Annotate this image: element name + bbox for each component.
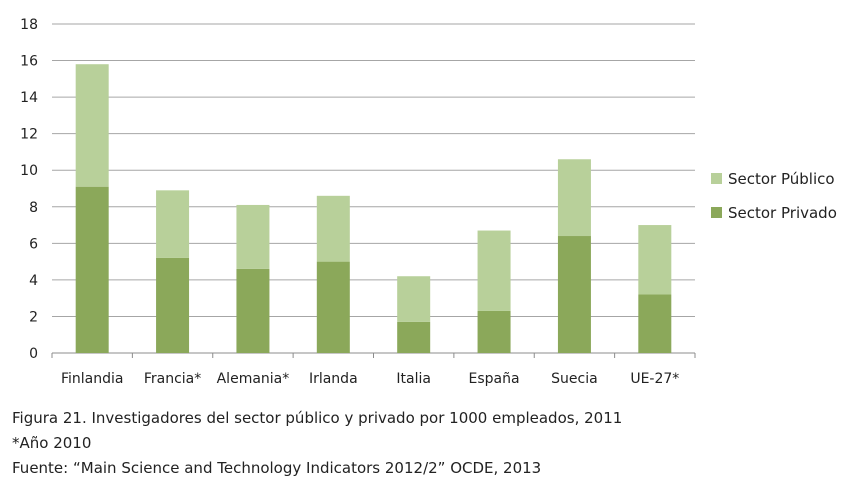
x-tick-label: Italia	[396, 371, 431, 387]
legend-label: Sector Público	[728, 170, 835, 188]
bar-sector-privado-7	[638, 294, 672, 353]
x-tick-label: Irlanda	[309, 371, 358, 387]
y-tick-label-10: 10	[20, 163, 38, 179]
x-tick-label: Francia*	[144, 371, 201, 387]
bar-sector-p-blico-4	[397, 276, 431, 322]
y-tick-label-0: 0	[29, 346, 38, 362]
bar-sector-p-blico-1	[156, 190, 190, 258]
figure-caption: Figura 21. Investigadores del sector púb…	[12, 409, 623, 427]
x-tick-label: UE-27*	[630, 371, 679, 387]
y-tick-label-4: 4	[29, 273, 38, 289]
x-tick-label: Finlandia	[61, 371, 124, 387]
x-tick-label: España	[469, 371, 520, 387]
legend-label: Sector Privado	[728, 204, 837, 222]
legend-swatch	[711, 207, 722, 218]
y-tick-label-18: 18	[20, 17, 38, 33]
source-note: Fuente: “Main Science and Technology Ind…	[12, 459, 542, 477]
y-tick-label-2: 2	[29, 309, 38, 325]
footnote: *Año 2010	[12, 434, 92, 452]
bar-sector-p-blico-0	[75, 64, 109, 187]
bar-sector-p-blico-2	[236, 204, 270, 269]
bar-sector-privado-0	[75, 186, 109, 353]
bar-sector-p-blico-3	[316, 195, 350, 262]
stacked-bar-chart: 0 2 4 6 8 10 12 14 16 18 Finlandia Francia* Alemania…	[20, 17, 837, 387]
legend-swatch	[711, 173, 722, 184]
y-tick-label-16: 16	[20, 54, 38, 70]
y-tick-label-6: 6	[29, 236, 38, 252]
bar-sector-privado-3	[316, 261, 350, 353]
bar-sector-p-blico-5	[477, 230, 511, 311]
y-tick-label-14: 14	[20, 90, 38, 106]
y-tick-label-8: 8	[29, 200, 38, 216]
bar-sector-privado-4	[397, 321, 431, 353]
bar-sector-p-blico-7	[638, 225, 672, 295]
bar-sector-p-blico-6	[557, 159, 591, 237]
x-tick-label: Suecia	[551, 371, 598, 387]
bar-sector-privado-1	[156, 257, 190, 353]
bar-sector-privado-6	[557, 236, 591, 353]
x-tick-label: Alemania*	[217, 371, 290, 387]
bar-sector-privado-5	[477, 310, 511, 353]
y-tick-label-12: 12	[20, 127, 38, 143]
bar-sector-privado-2	[236, 268, 270, 353]
